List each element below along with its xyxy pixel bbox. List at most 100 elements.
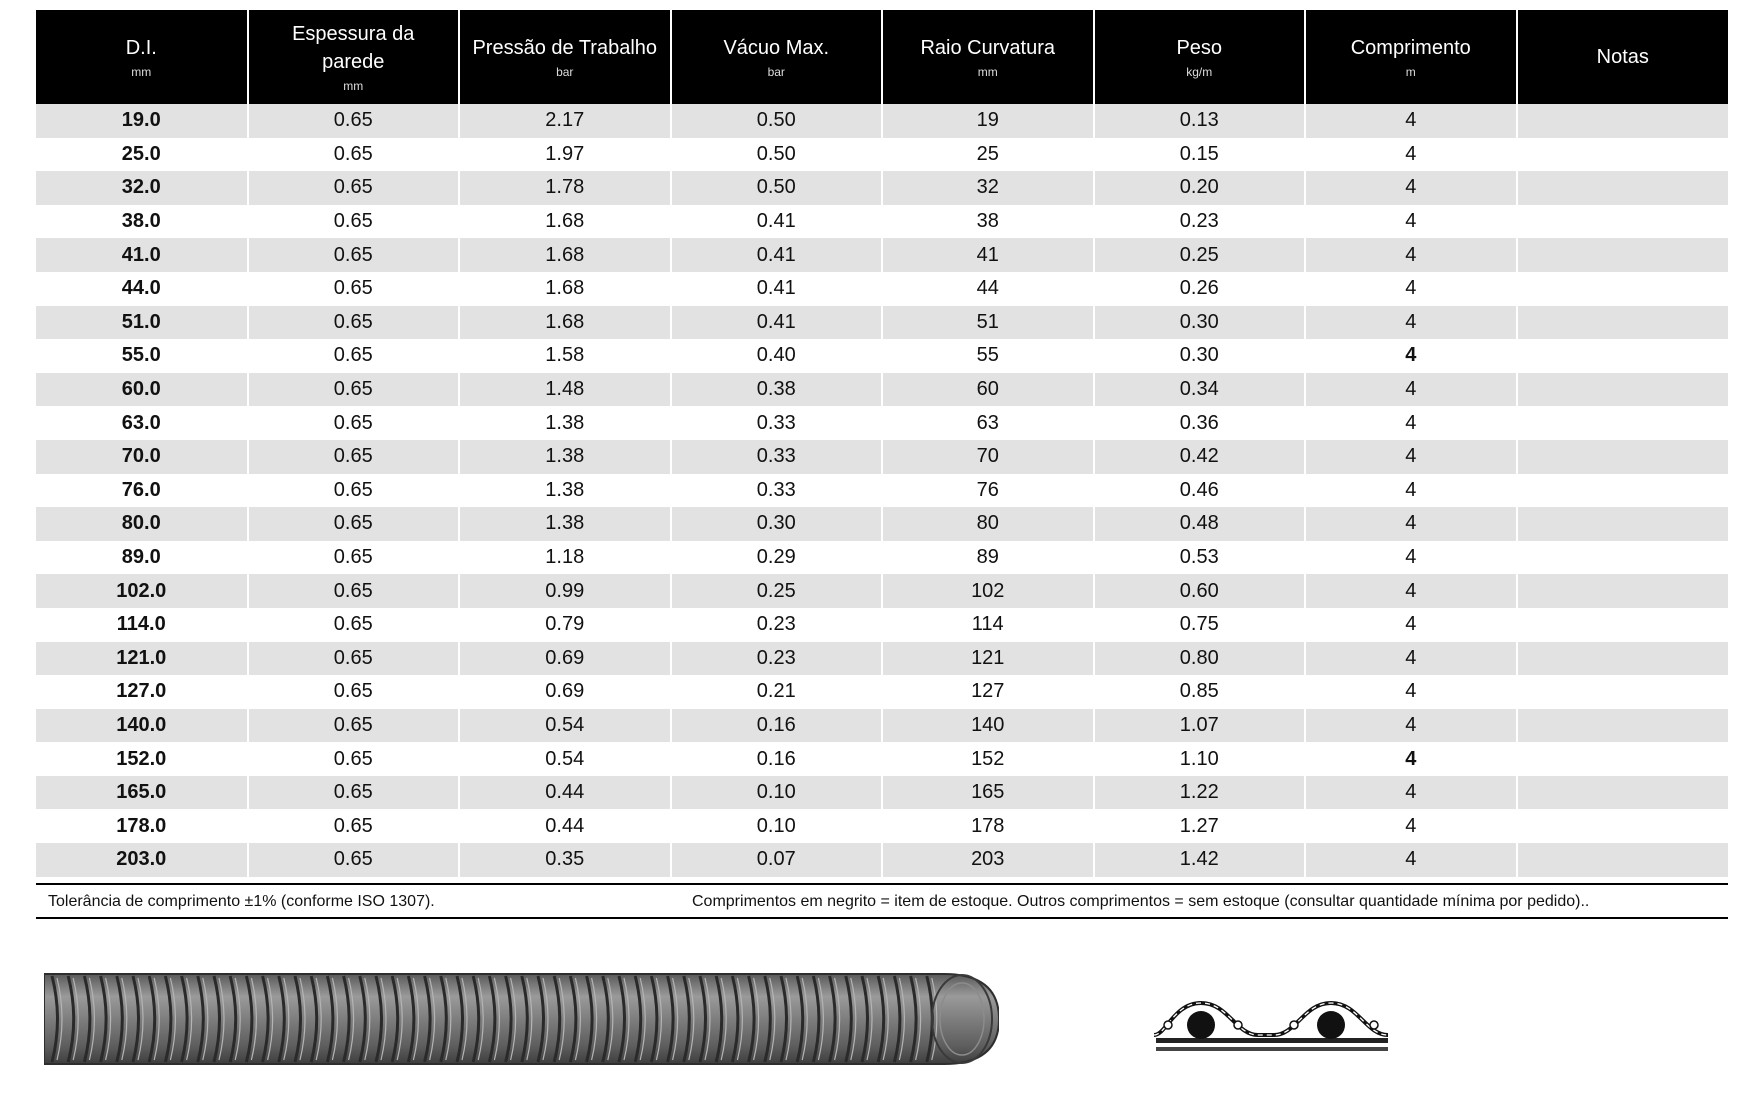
hose-ridge-highlight — [558, 977, 565, 1061]
cell-working-pressure: 1.68 — [458, 204, 671, 239]
cell-max-vacuum: 0.38 — [669, 372, 882, 407]
hose-ridge-highlight — [801, 977, 808, 1061]
hose-ridge — [811, 975, 821, 1063]
hose-ridge-highlight — [817, 977, 824, 1061]
table-row: 41.0 0.65 1.68 0.41 41 0.25 4 — [36, 238, 1728, 272]
hose-ridge — [617, 975, 626, 1063]
cell-weight: 1.27 — [1092, 809, 1305, 844]
hose-ridge-highlight — [202, 977, 209, 1061]
cell-weight: 0.80 — [1092, 641, 1305, 676]
header-wall-thickness: Espessura da parede mm — [246, 10, 459, 104]
cell-weight: 0.15 — [1092, 137, 1305, 172]
cell-notes — [1515, 708, 1728, 743]
header-max-vacuum: Vácuo Max. bar — [669, 10, 882, 104]
header-label: Raio Curvatura — [920, 37, 1055, 59]
cell-weight: 0.75 — [1092, 607, 1305, 642]
cell-notes — [1515, 137, 1728, 172]
cell-notes — [1515, 809, 1728, 844]
cell-length: 4 — [1304, 641, 1517, 676]
cell-bend-radius: 114 — [881, 607, 1094, 642]
hose-ridge-highlight — [234, 977, 241, 1061]
cell-length: 4 — [1304, 238, 1517, 272]
cell-wall-thickness: 0.65 — [246, 540, 459, 575]
cell-length: 4 — [1304, 742, 1517, 776]
hose-ridge — [747, 975, 756, 1063]
hose-ridge-highlight — [639, 977, 646, 1061]
hose-ridge — [860, 975, 869, 1063]
hose-ridge — [99, 975, 108, 1063]
table-body: 19.0 0.65 2.17 0.50 19 0.13 4 25.0 0.65 1.97 0.50 2… — [36, 104, 1728, 877]
hose-ridge — [552, 975, 562, 1063]
cell-bend-radius: 102 — [881, 574, 1094, 608]
hose-ridge-highlight — [688, 977, 695, 1061]
table-row: 89.0 0.65 1.18 0.29 89 0.53 4 — [36, 540, 1728, 575]
cell-notes — [1515, 171, 1728, 205]
cell-weight: 0.23 — [1092, 204, 1305, 239]
cell-working-pressure: 1.38 — [458, 406, 671, 440]
cell-wall-thickness: 0.65 — [246, 473, 459, 508]
cell-working-pressure: 0.69 — [458, 641, 671, 676]
hose-ridge — [66, 975, 76, 1063]
cell-notes — [1515, 439, 1728, 474]
cell-max-vacuum: 0.30 — [669, 507, 882, 541]
hose-ridge — [358, 975, 367, 1063]
cell-wall-thickness: 0.65 — [246, 775, 459, 810]
cell-bend-radius: 55 — [881, 339, 1094, 373]
cell-wall-thickness: 0.65 — [246, 339, 459, 373]
cell-wall-thickness: 0.65 — [246, 843, 459, 877]
hose-ridge-highlight — [850, 977, 857, 1061]
cell-weight: 1.42 — [1092, 843, 1305, 877]
cell-notes — [1515, 204, 1728, 239]
cell-bend-radius: 165 — [881, 775, 1094, 810]
cell-bend-radius: 80 — [881, 507, 1094, 541]
cell-max-vacuum: 0.41 — [669, 204, 882, 239]
cell-notes — [1515, 675, 1728, 709]
cell-length: 4 — [1304, 473, 1517, 508]
cell-weight: 0.46 — [1092, 473, 1305, 508]
hose-ridge-highlight — [526, 977, 533, 1061]
cell-bend-radius: 32 — [881, 171, 1094, 205]
hose-ridge-highlight — [607, 977, 614, 1061]
header-unit: kg/m — [1186, 65, 1213, 79]
cell-working-pressure: 0.99 — [458, 574, 671, 608]
cell-wall-thickness: 0.65 — [246, 372, 459, 407]
cell-bend-radius: 70 — [881, 439, 1094, 474]
cell-length: 4 — [1304, 204, 1517, 239]
cell-max-vacuum: 0.50 — [669, 137, 882, 172]
hose-ridge-highlight — [412, 977, 419, 1061]
cell-weight: 0.30 — [1092, 339, 1305, 373]
cell-notes — [1515, 507, 1728, 541]
cell-working-pressure: 1.58 — [458, 339, 671, 373]
spec-table: D.I. mm Espessura da parede mm Pressão de Tr… — [36, 10, 1728, 877]
hose-ridge — [892, 975, 902, 1063]
cell-weight: 0.36 — [1092, 406, 1305, 440]
hose-ridge — [293, 975, 302, 1063]
cell-di: 44.0 — [36, 271, 248, 306]
cell-length: 4 — [1304, 574, 1517, 608]
hose-ridge — [471, 975, 481, 1063]
hose-ridge — [115, 975, 124, 1063]
hose-ridge-highlight — [931, 977, 938, 1061]
hose-ridge-highlight — [56, 977, 63, 1061]
cell-notes — [1515, 843, 1728, 877]
cell-bend-radius: 76 — [881, 473, 1094, 508]
cell-weight: 0.85 — [1092, 675, 1305, 709]
header-working-pressure: Pressão de Trabalho bar — [458, 10, 671, 104]
hose-profile-diagram — [1153, 1000, 1389, 1051]
table-row: 25.0 0.65 1.97 0.50 25 0.15 4 — [36, 137, 1728, 172]
cell-working-pressure: 1.78 — [458, 171, 671, 205]
table-row: 165.0 0.65 0.44 0.10 165 1.22 4 — [36, 775, 1728, 810]
cell-max-vacuum: 0.50 — [669, 104, 882, 138]
cell-max-vacuum: 0.21 — [669, 675, 882, 709]
cell-di: 76.0 — [36, 473, 248, 508]
hose-photo-image — [44, 973, 999, 1065]
cell-wall-thickness: 0.65 — [246, 641, 459, 676]
cell-max-vacuum: 0.41 — [669, 238, 882, 272]
hose-ridge-highlight — [542, 977, 549, 1061]
hose-ridge — [261, 975, 270, 1063]
table-row: 55.0 0.65 1.58 0.40 55 0.30 4 — [36, 339, 1728, 373]
hose-ridge — [828, 975, 837, 1063]
cell-weight: 0.60 — [1092, 574, 1305, 608]
hose-ridge — [423, 975, 432, 1063]
hose-ridge — [342, 975, 351, 1063]
